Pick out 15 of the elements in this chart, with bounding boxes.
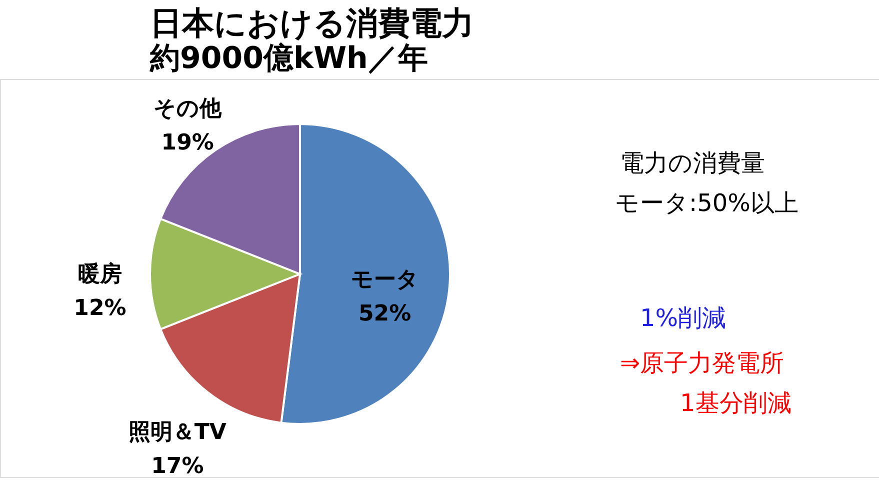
- text: 1基分削減: [680, 389, 792, 417]
- text: モータ:50%以上: [615, 189, 798, 217]
- chart-subtitle: 約9000億kWh／年: [149, 41, 428, 76]
- text: 電力の消費量: [620, 149, 765, 177]
- slice-label: その他: [154, 96, 223, 122]
- data-label: 19%: [161, 130, 214, 156]
- chart-title: 日本における消費電力: [150, 4, 474, 42]
- data-label: 12%: [74, 296, 126, 321]
- slice-label: モータ: [350, 267, 419, 292]
- data-label: 52%: [358, 301, 412, 326]
- slice-label: 照明＆TV: [128, 420, 226, 446]
- data-label: 17%: [151, 454, 204, 480]
- slice-label: 暖房: [78, 261, 122, 287]
- text: 1%削減: [640, 304, 726, 332]
- text: ⇒原子力発電所: [620, 349, 784, 377]
